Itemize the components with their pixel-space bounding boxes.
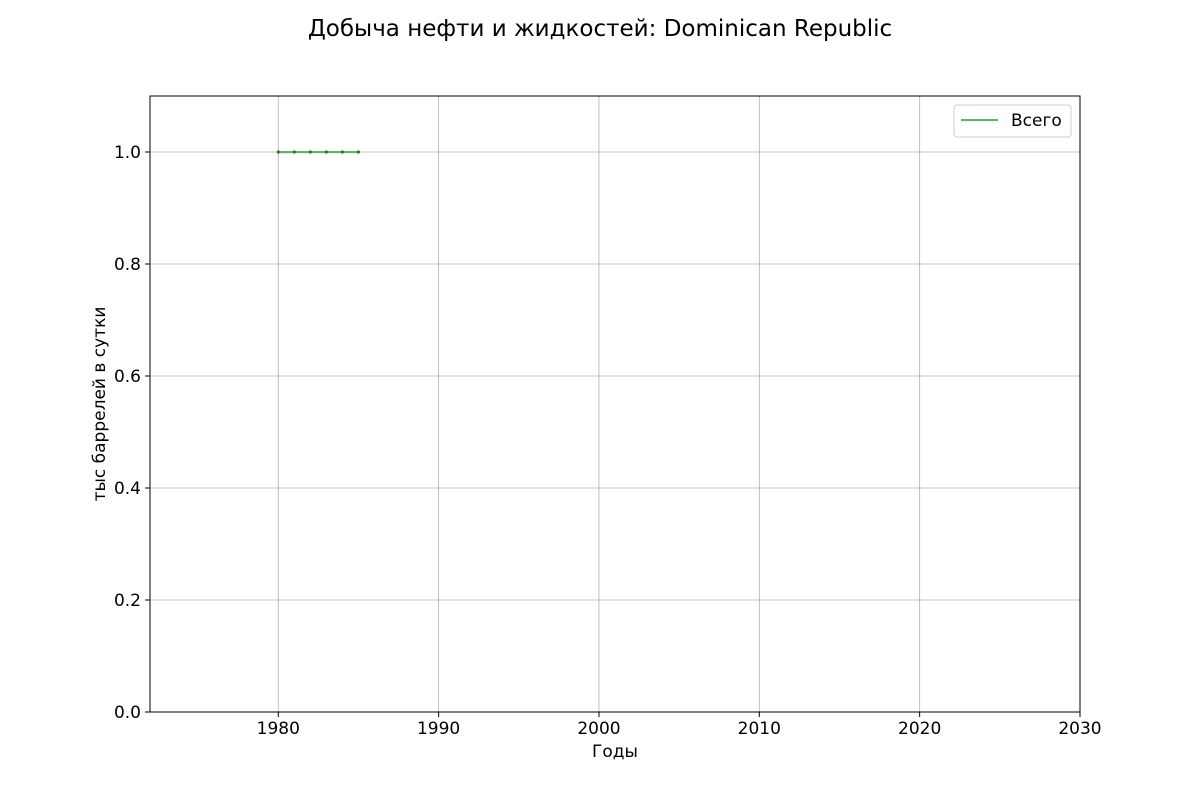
y-tick-label: 0.8 [114,255,141,275]
y-tick-label: 0.4 [114,479,141,499]
data-point [292,150,296,154]
data-point [276,150,280,154]
y-tick-label: 0.0 [114,703,141,723]
x-axis: 1980 1990 2000 2010 2020 2030 [257,712,1102,739]
x-tick-label: 1980 [257,719,300,739]
x-tick-label: 2000 [577,719,620,739]
grid [150,96,1081,713]
y-tick-label: 0.2 [114,591,141,611]
x-tick-label: 2020 [898,719,941,739]
y-axis: 0.0 0.2 0.4 0.6 0.8 1.0 [114,143,150,723]
legend-label: Всего [1011,111,1062,131]
series-layer [276,150,361,154]
x-tick-label: 2030 [1058,719,1101,739]
data-point [356,150,361,154]
y-tick-label: 1.0 [114,143,141,163]
data-point [340,150,345,154]
x-axis-label: Годы [592,742,638,762]
x-tick-label: 2010 [738,719,781,739]
chart-title: Добыча нефти и жидкостей: Dominican Repu… [308,16,892,42]
y-axis-label: тыс баррелей в сутки [90,307,110,502]
plot-area [149,95,1081,713]
legend-box [953,104,1072,138]
data-point [308,150,312,154]
data-point [324,150,328,154]
legend: Всего [953,104,1072,138]
x-tick-label: 1990 [417,719,460,739]
y-tick-label: 0.6 [114,367,141,387]
